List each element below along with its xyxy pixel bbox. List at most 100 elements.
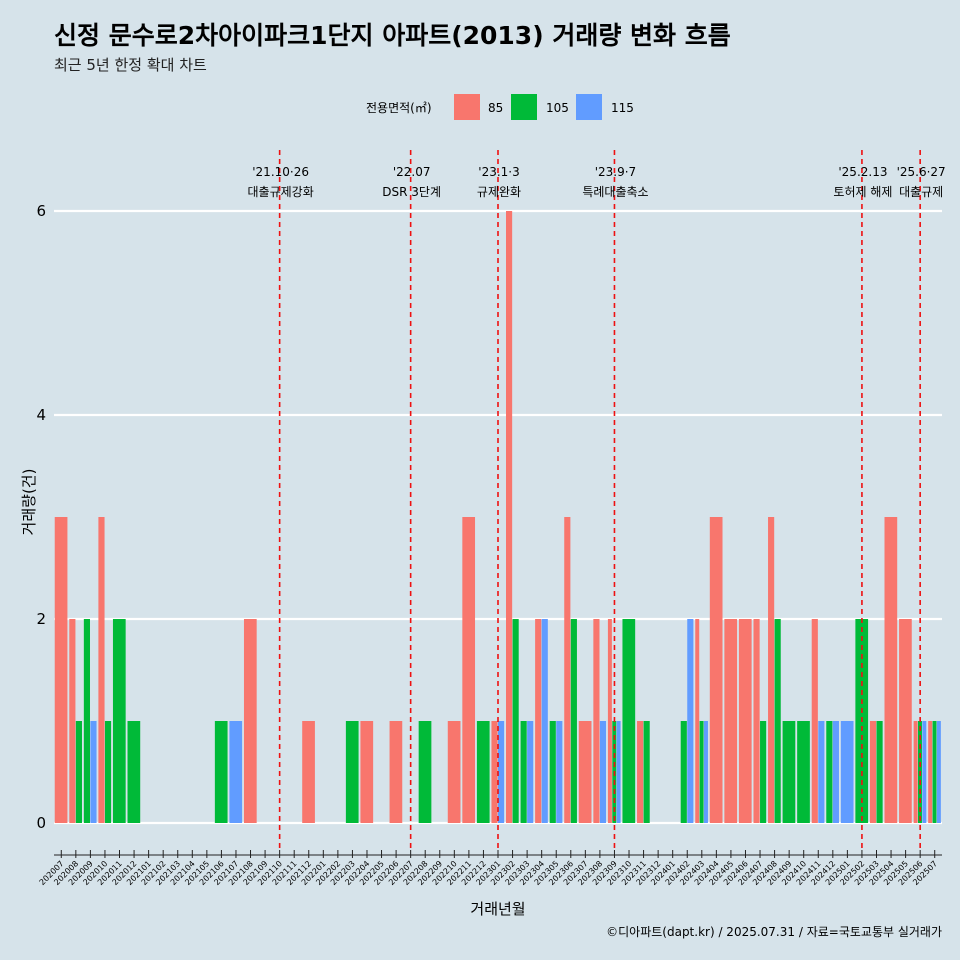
bar-85-202304: [535, 619, 542, 823]
event-label: 대출규제강화: [248, 185, 314, 199]
bar-85-202404: [709, 517, 723, 823]
bar-85-202408: [768, 517, 775, 823]
bar-115-202403: [703, 721, 708, 823]
legend-label-115: 115: [611, 101, 634, 115]
bar-105-202503: [876, 721, 883, 823]
bar-85-202406: [738, 619, 752, 823]
bar-105-202212: [476, 721, 490, 823]
bar-105-202409: [782, 721, 796, 823]
bar-115-202308: [599, 721, 607, 823]
bar-105-202407: [760, 721, 767, 823]
bar-115-202009: [90, 721, 97, 823]
y-axis: 0 2 4 6: [36, 202, 46, 832]
bar-105-202507: [932, 721, 937, 823]
bar-105-202008: [75, 721, 82, 823]
bar-85-202504: [884, 517, 898, 823]
legend-swatch-115: [576, 94, 602, 120]
event-label: 규제완화: [477, 185, 521, 199]
bar-105-202408: [774, 619, 781, 823]
bar-105-202203: [345, 721, 359, 823]
bar-85-202308: [593, 619, 600, 823]
legend-label-105: 105: [546, 101, 569, 115]
event-markers: '21.10·26 대출규제강화 '22.07 DSR 3단계 '23.1·3 규제완화 '…: [248, 150, 946, 850]
bar-85-202210: [447, 721, 461, 823]
bar-115-202507: [936, 721, 941, 823]
event-label: DSR 3단계: [382, 185, 441, 199]
legend: 전용면적(㎡) 85 105 115: [366, 94, 634, 120]
bar-85-202007: [54, 517, 68, 823]
bar-105-202302: [512, 619, 519, 823]
legend-title: 전용면적(㎡): [366, 101, 432, 115]
bar-85-202306: [564, 517, 571, 823]
y-tick-label: 0: [36, 814, 46, 832]
y-tick-label: 4: [36, 406, 46, 424]
bar-105-202410: [797, 721, 810, 823]
bar-115-202309: [616, 721, 621, 823]
legend-label-85: 85: [488, 101, 503, 115]
bar-85-202108: [243, 619, 257, 823]
x-axis: 2020072020082020092020102020112020122021…: [38, 850, 942, 887]
bar-115-202304: [541, 619, 548, 823]
bar-105-202311: [643, 721, 650, 823]
bar-85-202503: [869, 721, 877, 823]
bar-115-202402: [687, 619, 694, 823]
legend-swatch-105: [511, 94, 537, 120]
bar-105-202009: [83, 619, 90, 823]
event-date: '21.10·26: [252, 165, 309, 179]
bar-105-202403: [699, 721, 704, 823]
bar-115-202411: [818, 721, 825, 823]
bar-105-202306: [570, 619, 577, 823]
bar-85-202010: [98, 517, 105, 823]
bar-85-202411: [811, 619, 818, 823]
bar-85-202204: [360, 721, 374, 823]
bar-115-202506: [922, 721, 927, 823]
event-date: '25.2.13: [838, 165, 887, 179]
event-label: 토허제 해제: [833, 185, 892, 199]
bar-115-202303: [527, 721, 534, 823]
bar-115-202412: [832, 721, 839, 823]
bar-85-202112: [302, 721, 315, 823]
bar-85-202211: [462, 517, 476, 823]
event-label: 대출규제: [899, 185, 943, 199]
caption: ©디아파트(dapt.kr) / 2025.07.31 / 자료=국토교통부 실…: [606, 925, 942, 939]
bar-105-202310: [622, 619, 636, 823]
bar-85-202407: [753, 619, 760, 823]
bar-85-202405: [724, 619, 738, 823]
bar-85-202507: [928, 721, 933, 823]
bar-85-202301: [491, 721, 498, 823]
bar-85-202307: [578, 721, 592, 823]
y-tick-label: 6: [36, 202, 46, 220]
event-label: 특례대출축소: [582, 185, 648, 199]
bar-115-202305: [556, 721, 563, 823]
bar-105-202305: [549, 721, 556, 823]
bar-85-202403: [695, 619, 700, 823]
bar-105-202208: [418, 721, 432, 823]
bar-115-202107: [229, 721, 243, 823]
x-axis-title: 거래년월: [470, 900, 525, 918]
bar-85-202302: [506, 211, 513, 823]
bar-105-202412: [826, 721, 833, 823]
bar-105-202010: [104, 721, 112, 823]
event-date: '22.07: [393, 165, 431, 179]
event-date: '23.9·7: [595, 165, 636, 179]
bar-115-202301: [498, 721, 505, 823]
y-tick-label: 2: [36, 610, 46, 628]
bar-105-202303: [520, 721, 527, 823]
bar-115-202501: [840, 721, 854, 823]
y-axis-title: 거래량(건): [20, 469, 38, 536]
bar-105-202011: [112, 619, 126, 823]
bar-105-202106: [214, 721, 228, 823]
bar-105-202012: [127, 721, 141, 823]
event-date: '23.1·3: [478, 165, 519, 179]
bar-85-202505: [899, 619, 912, 823]
chart-subtitle: 최근 5년 한정 확대 차트: [54, 56, 207, 74]
bar-85-202311: [637, 721, 644, 823]
bars: [54, 211, 941, 823]
legend-swatch-85: [454, 94, 480, 120]
event-date: '25.6·27: [897, 165, 946, 179]
bar-85-202206: [389, 721, 403, 823]
bar-85-202008: [69, 619, 76, 823]
chart-title: 신정 문수로2차아이파크1단지 아파트(2013) 거래량 변화 흐름: [54, 21, 731, 50]
bar-85-202309: [607, 619, 612, 823]
